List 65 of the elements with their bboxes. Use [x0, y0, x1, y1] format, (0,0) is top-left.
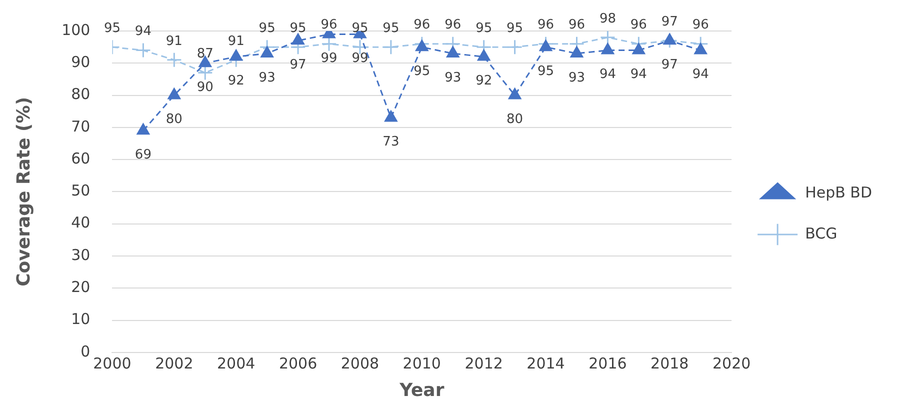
- data-label: 95: [537, 64, 554, 79]
- data-label: 93: [258, 70, 276, 86]
- data-label: 96: [537, 18, 554, 33]
- data-label: 92: [476, 74, 492, 89]
- x-tick-label: 2004: [217, 354, 256, 372]
- data-label: 91: [228, 34, 244, 49]
- data-label: 93: [568, 70, 586, 86]
- data-label: 90: [196, 80, 214, 96]
- data-label: 92: [228, 74, 244, 89]
- data-label: 94: [599, 67, 616, 82]
- x-tick-label: 2008: [340, 354, 380, 372]
- data-label: 96: [444, 18, 462, 33]
- y-tick-label: 20: [71, 278, 90, 296]
- y-tick-label: 70: [71, 117, 90, 136]
- data-label: 95: [414, 64, 430, 79]
- x-tick-label: 2020: [712, 354, 751, 372]
- data-label: 97: [661, 14, 678, 30]
- data-label: 94: [134, 24, 152, 40]
- data-label: 97: [290, 58, 306, 73]
- x-tick-label: 2002: [155, 354, 194, 372]
- data-label: 99: [320, 51, 338, 66]
- y-axis-title: Coverage Rate (%): [13, 96, 34, 286]
- data-label: 94: [630, 67, 647, 82]
- x-axis-title: Year: [398, 380, 444, 401]
- x-tick-label: 2018: [650, 354, 689, 372]
- x-tick-label: 2014: [526, 354, 565, 372]
- y-tick-label: 10: [71, 310, 90, 328]
- y-tick-label: 100: [62, 20, 90, 39]
- data-label: 95: [476, 20, 492, 36]
- data-label: 94: [692, 67, 709, 82]
- x-tick-label: 2012: [464, 354, 503, 372]
- data-label: 95: [258, 20, 276, 36]
- x-tick-label: 2010: [402, 354, 441, 372]
- x-tick-label: 2000: [93, 354, 132, 372]
- data-label: 80: [166, 112, 182, 128]
- legend-label: HepB BD: [805, 183, 872, 202]
- data-label: 95: [352, 20, 368, 36]
- x-tick-label: 2016: [588, 354, 627, 372]
- y-tick-label: 40: [71, 214, 90, 232]
- data-label: 97: [661, 58, 678, 73]
- data-label: 73: [382, 134, 400, 150]
- legend-label: BCG: [805, 224, 838, 242]
- y-tick-label: 90: [71, 53, 90, 72]
- data-label: 98: [599, 11, 616, 26]
- y-tick-label: 60: [71, 149, 90, 168]
- data-label: 95: [290, 20, 306, 36]
- data-label: 80: [506, 112, 524, 128]
- data-label: 69: [134, 148, 152, 163]
- data-label: 96: [568, 18, 586, 33]
- data-label: 99: [352, 51, 368, 66]
- data-label: 87: [196, 46, 214, 62]
- data-label: 93: [444, 70, 462, 86]
- data-label: 96: [320, 18, 338, 33]
- data-label: 91: [166, 34, 182, 49]
- y-tick-label: 0: [80, 342, 90, 360]
- x-tick-label: 2006: [278, 354, 318, 372]
- y-tick-label: 80: [71, 85, 90, 104]
- data-label: 96: [692, 18, 709, 33]
- data-label: 96: [630, 18, 647, 33]
- data-label: 95: [506, 20, 524, 36]
- data-label: 96: [414, 18, 430, 33]
- y-tick-label: 30: [71, 246, 90, 264]
- data-label: 95: [382, 20, 400, 36]
- y-tick-label: 50: [71, 182, 90, 200]
- data-label: 95: [104, 20, 121, 36]
